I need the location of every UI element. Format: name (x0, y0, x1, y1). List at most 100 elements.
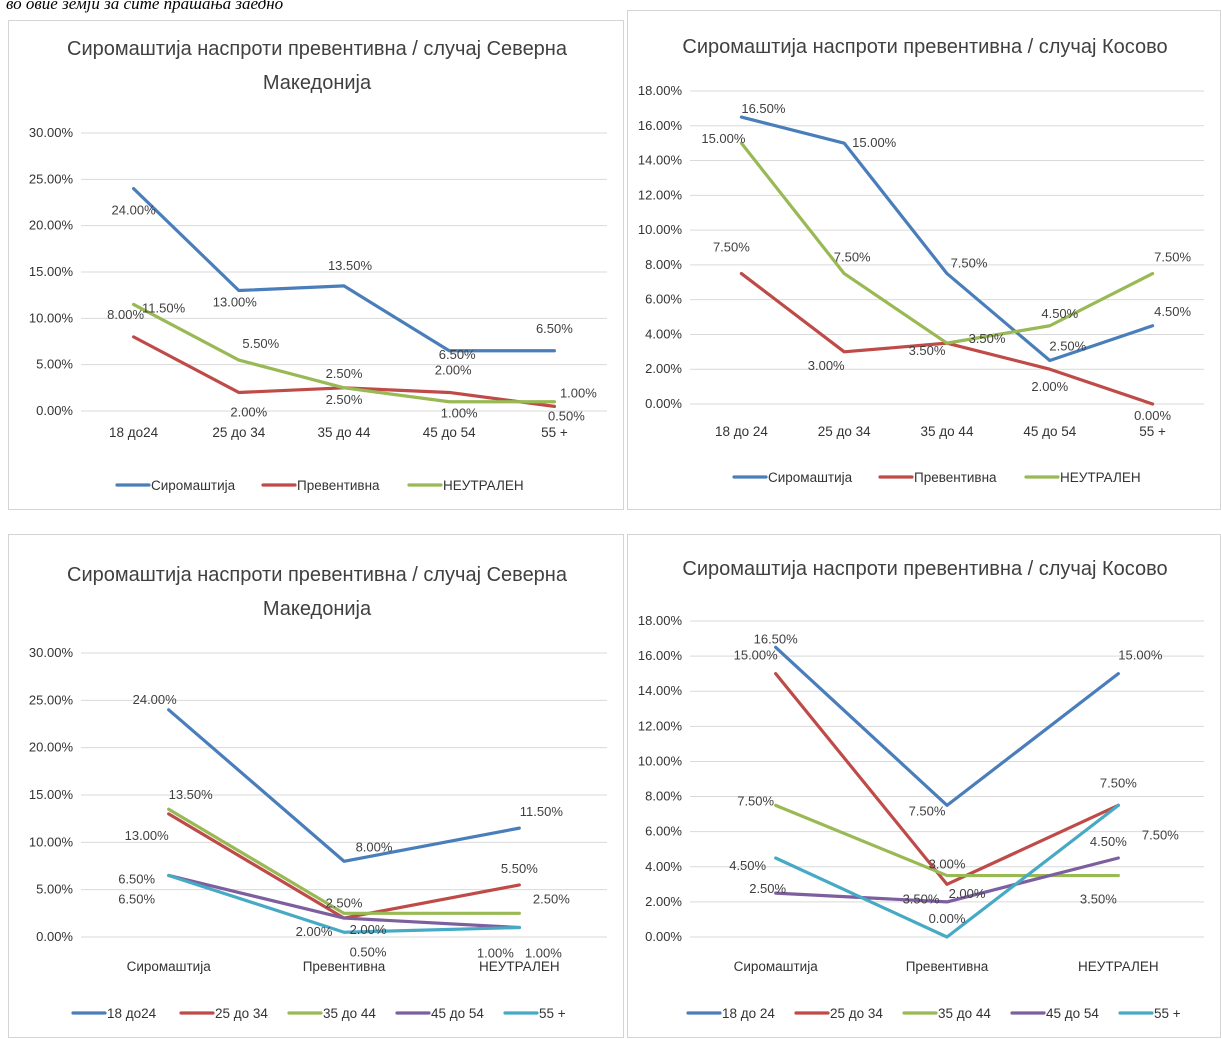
data-label: 2.50% (326, 895, 363, 910)
series-line (167, 873, 521, 930)
data-label: 2.00% (1031, 379, 1068, 394)
data-label: 6.50% (118, 871, 155, 886)
x-category-label: НЕУТРАЛЕН (479, 959, 560, 974)
chart-title: Сиромаштија наспроти превентивна / случа… (67, 564, 568, 586)
x-category-label: 18 до 24 (715, 424, 768, 439)
data-label: 4.50% (729, 858, 766, 873)
series-line (774, 645, 1120, 807)
data-label: 15.00% (734, 648, 779, 663)
y-tick-label: 20.00% (29, 740, 74, 755)
data-label: 7.50% (909, 803, 946, 818)
y-tick-label: 10.00% (638, 222, 683, 237)
data-label: 2.50% (326, 366, 363, 381)
data-label: 16.50% (754, 631, 799, 646)
y-tick-label: 10.00% (29, 310, 74, 325)
data-label: 0.50% (350, 944, 387, 959)
data-label: 1.00% (441, 406, 478, 421)
chart-mk-by-attitude: Сиромаштија наспроти превентивна / случа… (29, 564, 607, 1021)
x-category-label: 35 до 44 (318, 425, 371, 440)
y-tick-label: 6.00% (645, 292, 682, 307)
series-line (167, 807, 521, 915)
data-label: 15.00% (1118, 648, 1163, 663)
data-label: 1.00% (477, 946, 514, 961)
y-tick-label: 4.00% (645, 326, 682, 341)
y-tick-label: 16.00% (638, 648, 683, 663)
y-tick-label: 5.00% (36, 357, 73, 372)
data-label: 6.50% (536, 321, 573, 336)
data-label: 4.50% (1154, 304, 1191, 319)
data-label: 2.00% (230, 404, 267, 419)
chart-title: Македонија (263, 598, 372, 620)
x-category-label: Превентивна (303, 959, 386, 974)
data-label: 7.50% (1142, 827, 1179, 842)
data-label: 4.50% (1041, 306, 1078, 321)
data-label: 5.50% (242, 336, 279, 351)
data-label: 7.50% (713, 240, 750, 255)
chart-kosovo-by-attitude: Сиромаштија наспроти превентивна / случа… (638, 558, 1204, 1021)
chart-kosovo-by-age: Сиромаштија наспроти превентивна / случа… (638, 36, 1204, 485)
y-tick-label: 10.00% (29, 834, 74, 849)
y-tick-label: 25.00% (29, 692, 74, 707)
x-category-label: Сиромаштија (734, 959, 819, 974)
series-line (774, 672, 1120, 886)
series-line (167, 873, 521, 934)
data-label: 13.00% (125, 828, 170, 843)
data-label: 8.00% (356, 839, 393, 854)
y-tick-label: 4.00% (645, 859, 682, 874)
page-caption: во овие земји за ситe прашања заедно (6, 0, 284, 13)
y-tick-label: 0.00% (645, 396, 682, 411)
x-category-label: 55 + (541, 425, 568, 440)
chart-mk-by-age: Сиромаштија наспроти превентивна / случа… (29, 38, 607, 493)
data-label: 3.50% (969, 331, 1006, 346)
data-label: 3.50% (1080, 892, 1117, 907)
data-label: 8.00% (107, 307, 144, 322)
legend-label: 45 до 54 (431, 1006, 484, 1021)
chart-title: Сиромаштија наспроти превентивна / случа… (67, 38, 568, 60)
data-label: 11.50% (520, 804, 564, 819)
data-label: 7.50% (1100, 775, 1137, 790)
chart-title: Сиромаштија наспроти превентивна / случа… (682, 36, 1167, 58)
legend-label: Превентивна (914, 470, 997, 485)
legend-label: 45 до 54 (1046, 1006, 1099, 1021)
legend-label: Сиромаштија (768, 470, 853, 485)
legend-label: 35 до 44 (323, 1006, 376, 1021)
series-line (167, 708, 521, 863)
data-label: 7.50% (834, 250, 871, 265)
data-label: 7.50% (1154, 250, 1191, 265)
data-label: 13.50% (169, 787, 214, 802)
x-category-label: Превентивна (906, 959, 989, 974)
x-category-label: 45 до 54 (1023, 424, 1076, 439)
data-label: 1.00% (525, 946, 562, 961)
data-label: 3.00% (929, 856, 966, 871)
legend-label: Превентивна (297, 478, 380, 493)
y-tick-label: 15.00% (29, 264, 74, 279)
y-tick-label: 2.00% (645, 361, 682, 376)
data-label: 2.50% (749, 881, 786, 896)
data-label: 15.00% (852, 135, 897, 150)
chart-panel-mk-by-attitude: Сиромаштија наспроти превентивна / случа… (8, 534, 624, 1038)
data-label: 11.50% (142, 300, 186, 315)
data-label: 3.50% (903, 892, 940, 907)
data-label: 13.50% (328, 258, 373, 273)
legend-label: НЕУТРАЛЕН (1060, 470, 1141, 485)
data-label: 2.50% (533, 891, 570, 906)
data-label: 6.50% (118, 891, 155, 906)
chart-panel-mk-by-age: Сиромаштија наспроти превентивна / случа… (8, 20, 624, 510)
x-category-label: 35 до 44 (921, 424, 974, 439)
data-label: 13.00% (213, 295, 258, 310)
data-label: 0.50% (548, 408, 585, 423)
series-line (774, 803, 1120, 878)
y-tick-label: 0.00% (36, 403, 73, 418)
data-label: 24.00% (133, 692, 178, 707)
chart-panel-kosovo-by-age: Сиромаштија наспроти превентивна / случа… (627, 10, 1221, 510)
x-category-label: 25 до 34 (818, 424, 871, 439)
y-tick-label: 20.00% (29, 218, 74, 233)
legend-label: 25 до 34 (830, 1006, 883, 1021)
series-line (739, 271, 1155, 406)
y-tick-label: 14.00% (638, 153, 683, 168)
series-line (774, 803, 1120, 939)
data-label: 2.50% (326, 392, 363, 407)
series-line (774, 856, 1120, 904)
data-label: 7.50% (951, 256, 988, 271)
y-tick-label: 16.00% (638, 118, 683, 133)
